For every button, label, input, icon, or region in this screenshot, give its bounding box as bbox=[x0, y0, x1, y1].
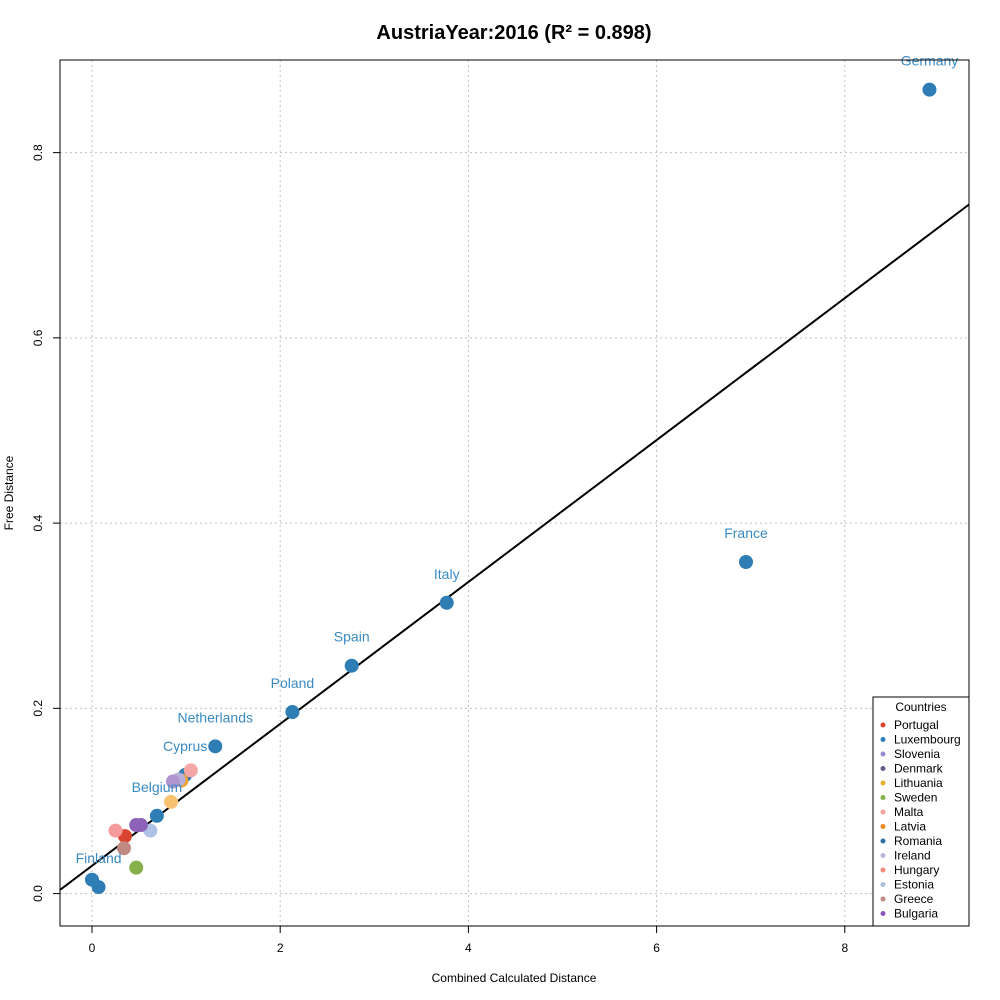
legend-marker-2 bbox=[880, 751, 886, 757]
y-axis: 0.0 0.2 0.4 0.6 0.8 bbox=[31, 144, 60, 902]
point-label-belgium: Belgium bbox=[132, 779, 183, 795]
legend-marker-5 bbox=[880, 795, 886, 800]
data-point-14 bbox=[164, 794, 179, 809]
data-point-3 bbox=[344, 658, 359, 673]
point-label-france: France bbox=[724, 525, 768, 541]
point-label-netherlands: Netherlands bbox=[178, 709, 254, 725]
point-label-italy: Italy bbox=[434, 566, 460, 582]
legend-entry-romania: Romania bbox=[894, 834, 942, 848]
data-point-11 bbox=[183, 763, 198, 778]
regression-line bbox=[59, 203, 970, 891]
legend-entry-malta: Malta bbox=[894, 805, 924, 819]
legend-marker-13 bbox=[880, 911, 886, 916]
grid bbox=[60, 60, 969, 926]
y-tick-label-2: 0.4 bbox=[31, 514, 45, 531]
data-point-4 bbox=[285, 705, 300, 720]
point-label-cyprus: Cyprus bbox=[163, 738, 207, 754]
legend-entry-hungary: Hungary bbox=[894, 863, 939, 877]
data-point-5 bbox=[208, 739, 223, 754]
legend-marker-10 bbox=[880, 867, 886, 873]
legend-entry-slovenia: Slovenia bbox=[894, 747, 940, 761]
legend-entry-ireland: Ireland bbox=[894, 849, 931, 863]
legend-marker-3 bbox=[880, 766, 886, 771]
legend-entry-portugal: Portugal bbox=[894, 718, 939, 732]
point-label-finland: Finland bbox=[76, 850, 122, 866]
data-point-7 bbox=[149, 808, 164, 823]
legend-entry-latvia: Latvia bbox=[894, 820, 926, 834]
x-tick-label-2: 4 bbox=[465, 941, 472, 955]
legend-marker-4 bbox=[880, 780, 886, 786]
legend-entry-greece: Greece bbox=[894, 892, 934, 906]
x-axis-label: Combined Calculated Distance bbox=[432, 971, 597, 985]
y-tick-label-3: 0.6 bbox=[31, 329, 45, 346]
legend-marker-12 bbox=[880, 896, 886, 902]
legend-marker-6 bbox=[880, 809, 886, 815]
data-point-19 bbox=[108, 823, 123, 838]
x-tick-label-0: 0 bbox=[89, 941, 96, 955]
legend-entry-sweden: Sweden bbox=[894, 791, 937, 805]
legend-entry-estonia: Estonia bbox=[894, 878, 934, 892]
data-point-1 bbox=[738, 555, 753, 570]
legend-entry-denmark: Denmark bbox=[894, 762, 944, 776]
point-label-germany: Germany bbox=[901, 53, 959, 69]
y-axis-label: Free Distance bbox=[2, 455, 16, 530]
x-tick-label-3: 6 bbox=[653, 941, 660, 955]
chart-title: AustriaYear:2016 (R² = 0.898) bbox=[376, 22, 651, 44]
points bbox=[84, 82, 937, 895]
legend-title: Countries bbox=[895, 700, 946, 714]
legend-marker-8 bbox=[880, 838, 886, 844]
y-tick-label-0: 0.0 bbox=[31, 885, 45, 902]
data-point-9 bbox=[91, 880, 106, 895]
data-point-13 bbox=[165, 774, 180, 789]
legend-box bbox=[872, 696, 970, 927]
y-tick-label-4: 0.8 bbox=[31, 144, 45, 161]
point-label-spain: Spain bbox=[334, 629, 370, 645]
data-point-20 bbox=[116, 841, 131, 856]
point-labels: Germany France Italy Spain Poland Netherlands… bbox=[76, 53, 959, 866]
legend-marker-9 bbox=[880, 853, 886, 858]
point-label-poland: Poland bbox=[271, 675, 315, 691]
regression-line-group bbox=[59, 203, 970, 891]
x-axis: 0 2 4 6 8 bbox=[89, 926, 848, 955]
y-tick-label-1: 0.2 bbox=[31, 700, 45, 717]
legend-entry-luxembourg: Luxembourg bbox=[894, 733, 961, 747]
data-point-17 bbox=[129, 818, 144, 833]
x-tick-label-1: 2 bbox=[277, 941, 284, 955]
legend-marker-1 bbox=[880, 737, 886, 742]
x-tick-label-4: 8 bbox=[841, 941, 848, 955]
legend-entry-bulgaria: Bulgaria bbox=[894, 907, 938, 921]
legend-entry-lithuania: Lithuania bbox=[894, 776, 943, 790]
plot-frame bbox=[59, 59, 970, 927]
legend-marker-11 bbox=[880, 882, 886, 887]
legend: Countries PortugalLuxembourgSloveniaDenma… bbox=[872, 696, 970, 927]
data-point-21 bbox=[129, 860, 144, 875]
data-point-0 bbox=[922, 82, 937, 97]
legend-marker-0 bbox=[880, 722, 886, 728]
data-point-2 bbox=[439, 595, 454, 610]
legend-marker-7 bbox=[880, 824, 886, 829]
